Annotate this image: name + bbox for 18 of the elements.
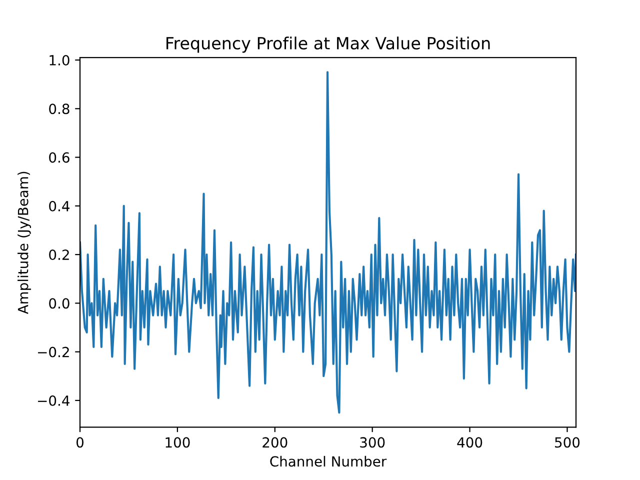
y-tick-label: −0.2 — [38, 346, 69, 358]
x-tick-label: 100 — [166, 437, 190, 448]
y-tick-label: 0.0 — [49, 298, 70, 309]
chart-title: Frequency Profile at Max Value Position — [166, 36, 490, 53]
y-tick-label: 1.0 — [50, 55, 70, 66]
y-axis-title: Amplitude (Jy/Beam) — [18, 172, 31, 314]
x-tick-label: 0 — [76, 437, 84, 448]
x-tick-label: 200 — [262, 437, 288, 448]
y-tick-label: 0.8 — [49, 104, 70, 114]
y-tick-label: 0.4 — [49, 200, 70, 212]
y-tick-label: −0.4 — [38, 395, 70, 406]
y-tick-label: 0.6 — [49, 152, 70, 163]
x-tick-label: 300 — [360, 437, 385, 448]
y-tick-label: 0.2 — [49, 250, 69, 260]
x-axis-title: Channel Number — [270, 456, 387, 467]
x-tick-label: 500 — [555, 437, 580, 448]
x-tick-label: 400 — [457, 437, 482, 448]
line-series — [80, 71, 576, 414]
